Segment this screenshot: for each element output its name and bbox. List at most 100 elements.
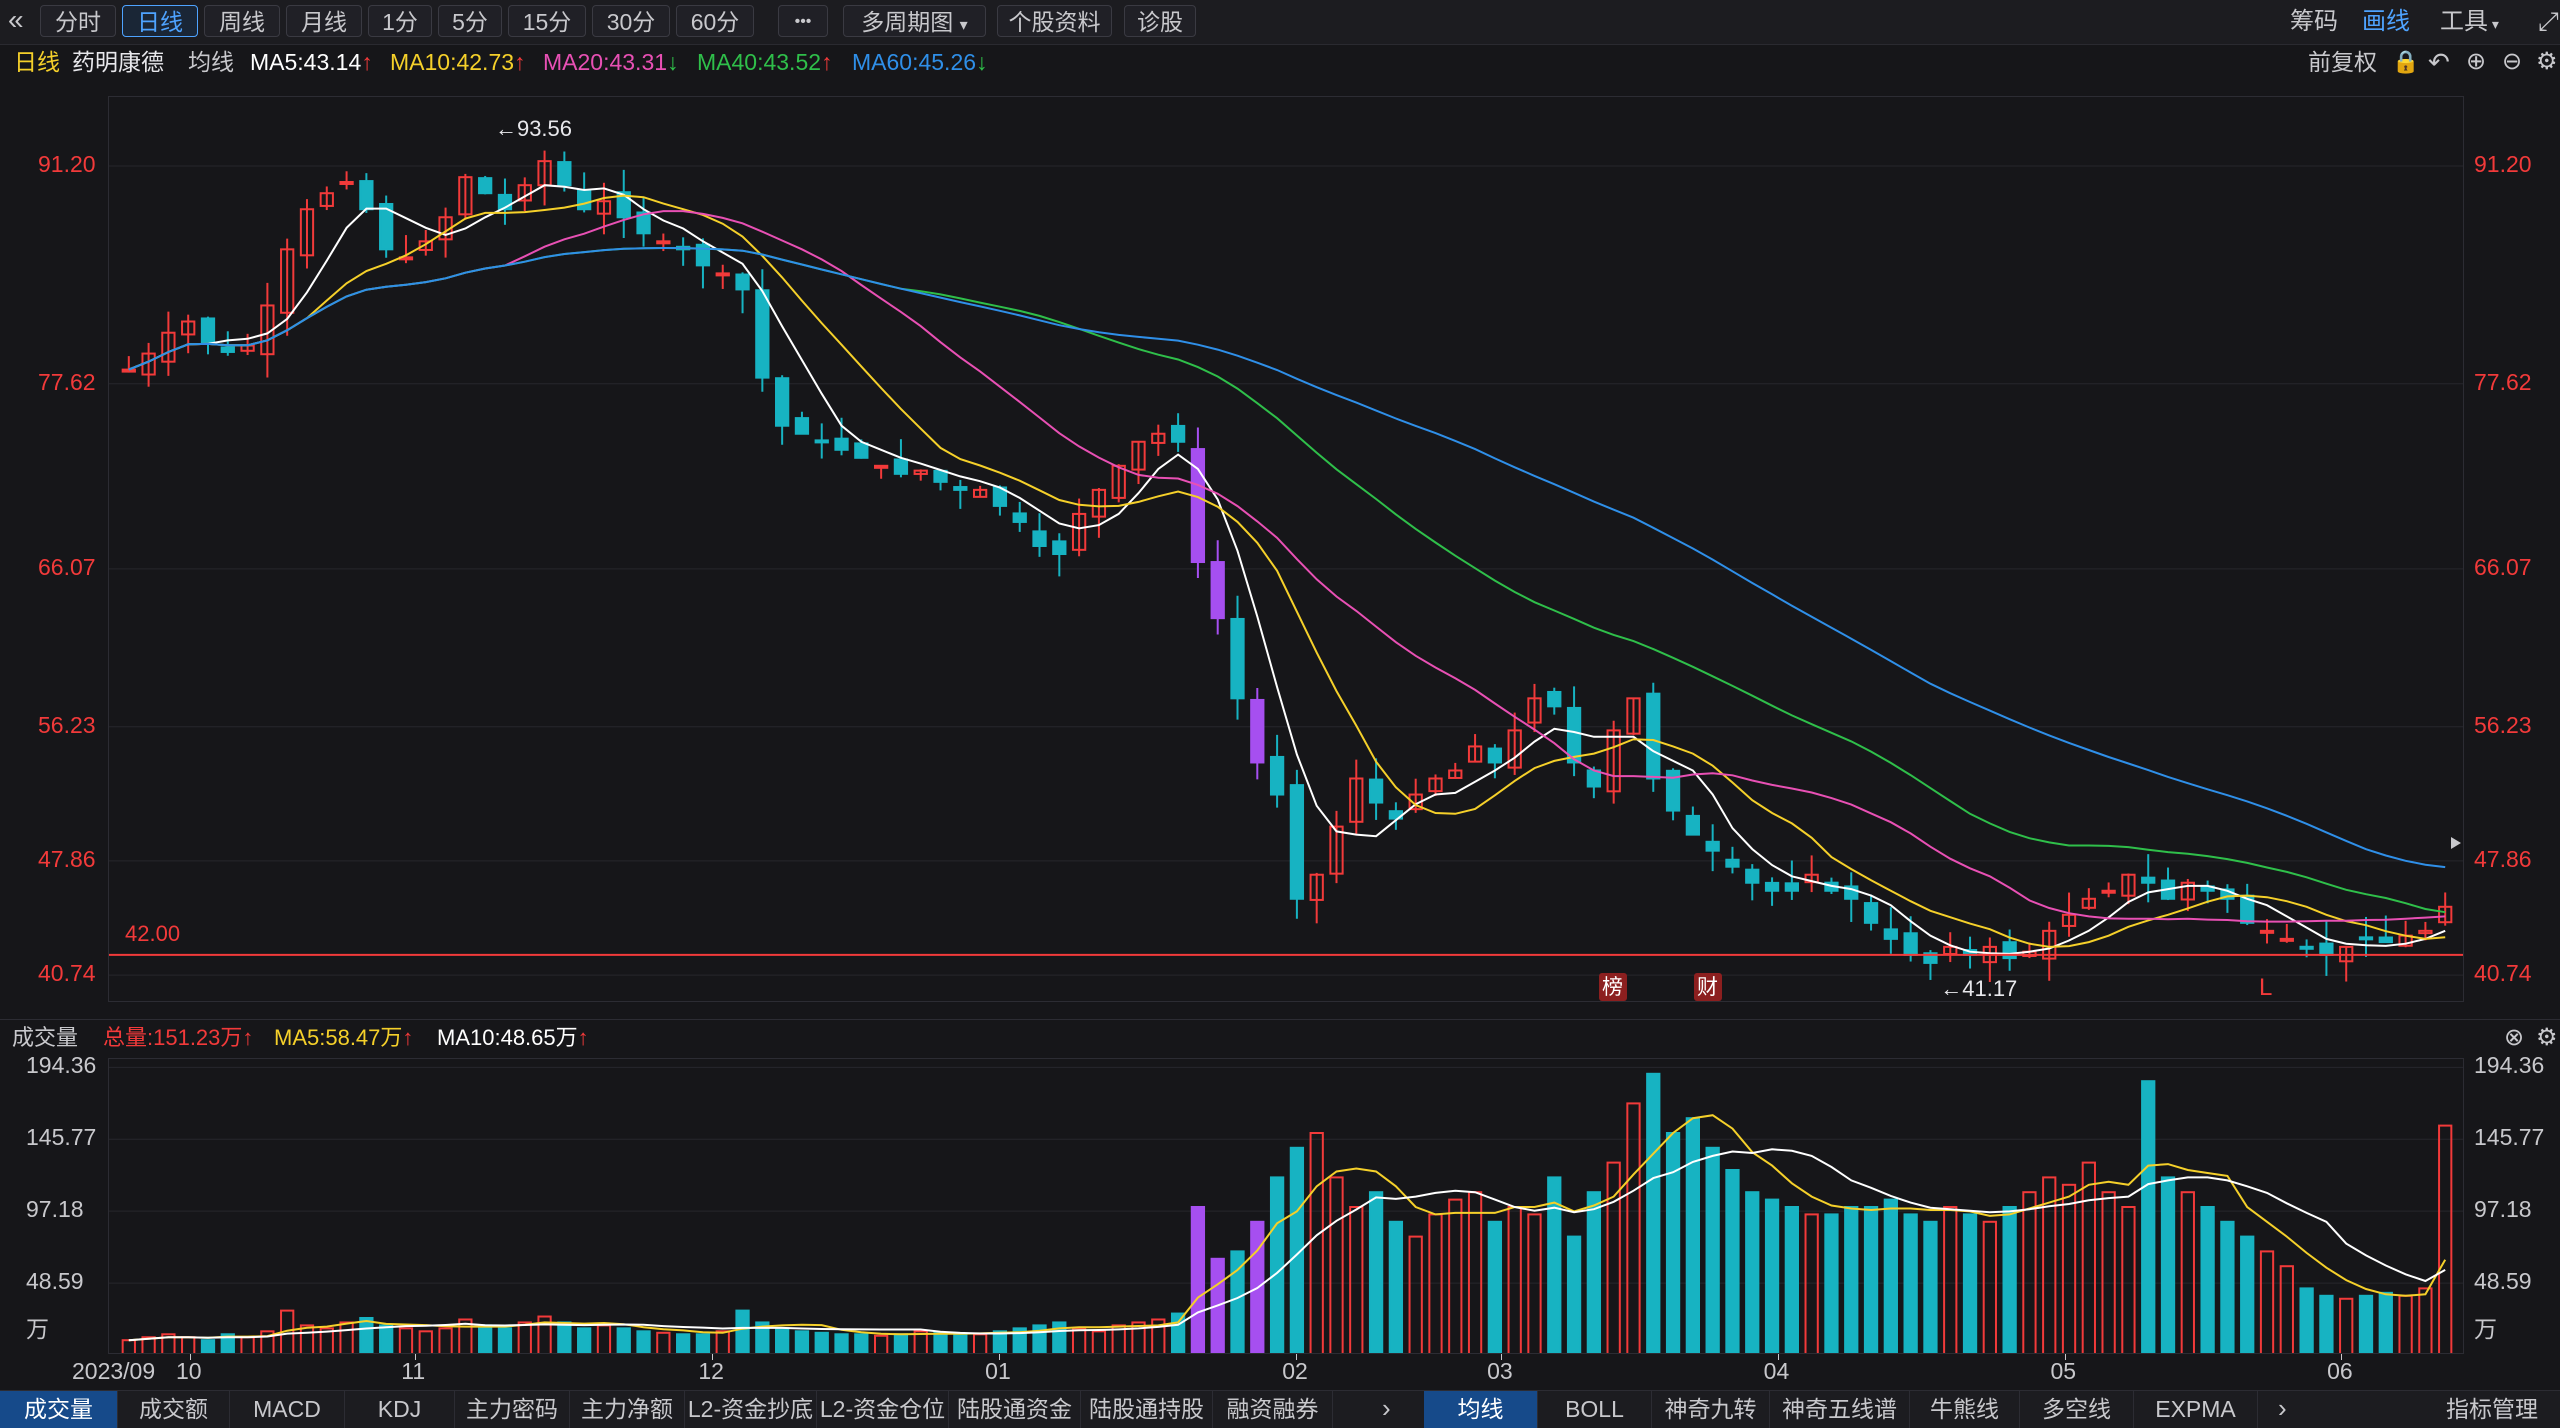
- event-badge[interactable]: [1694, 973, 1722, 1001]
- zoom-out-icon[interactable]: ⊖: [2502, 48, 2523, 75]
- chips-button[interactable]: 筹码: [2290, 8, 2338, 35]
- event-badge[interactable]: [1599, 973, 1627, 1001]
- expand-icon[interactable]: ⤢: [2538, 6, 2559, 36]
- lock-icon[interactable]: 🔒: [2392, 49, 2420, 74]
- undo-icon[interactable]: ↶: [2428, 47, 2450, 77]
- date-label: 10: [175, 1358, 202, 1384]
- indicator-tab-8[interactable]: 陆股通资金: [949, 1391, 1081, 1428]
- candle: [636, 211, 651, 235]
- overlay-tab-2[interactable]: 神奇九转: [1652, 1391, 1770, 1428]
- volume-chart[interactable]: [108, 1058, 2464, 1354]
- zoom-in-icon[interactable]: ⊕: [2466, 48, 2487, 75]
- period-tab-0[interactable]: 分时: [40, 5, 116, 37]
- volume-bar: [2339, 1297, 2354, 1353]
- indicator-tab-5[interactable]: 主力净额: [570, 1391, 685, 1428]
- candle: [1547, 690, 1562, 708]
- chevron-right-icon[interactable]: ›: [1382, 1393, 1391, 1423]
- indicator-tab-2[interactable]: MACD: [230, 1391, 345, 1428]
- volume-bar: [220, 1333, 235, 1353]
- overlay-tab-6[interactable]: EXPMA: [2134, 1391, 2258, 1428]
- volume-bar: [1091, 1330, 1107, 1353]
- volume-bar: [755, 1321, 770, 1353]
- candle: [1190, 448, 1206, 564]
- ma20-line: [128, 210, 2446, 923]
- date-tick: [189, 1354, 191, 1360]
- volume-bar: [1131, 1321, 1146, 1353]
- candlestick-chart[interactable]: 42.00 ←93.56 ←41.17 榜 财 L: [108, 96, 2464, 1002]
- diagnose-button[interactable]: 诊股: [1124, 5, 1196, 37]
- adjust-label[interactable]: 前复权: [2308, 49, 2377, 75]
- volume-bar: [1626, 1102, 1641, 1353]
- indicator-tab-6[interactable]: L2-资金抄底: [685, 1391, 817, 1428]
- candle: [2438, 905, 2453, 924]
- period-tab-4[interactable]: 1分: [368, 5, 432, 37]
- chevron-down-icon: ▾: [959, 17, 968, 34]
- candle: [1507, 729, 1522, 769]
- close-icon[interactable]: ⊗: [2504, 1024, 2525, 1051]
- period-tab-3[interactable]: 月线: [286, 5, 362, 37]
- candle: [913, 469, 928, 475]
- more-button[interactable]: •••: [778, 5, 828, 37]
- volume-bar: [992, 1330, 1008, 1353]
- candle: [1487, 747, 1503, 764]
- candle: [2141, 876, 2156, 884]
- indicator-tab-4[interactable]: 主力密码: [455, 1391, 570, 1428]
- volume-bar: [2180, 1191, 2195, 1353]
- volume-tick-right: 97.18: [2474, 1196, 2532, 1223]
- period-tab-8[interactable]: 60分: [676, 5, 754, 37]
- period-tab-1[interactable]: 日线: [122, 5, 198, 37]
- volume-tick-left: 97.18: [26, 1196, 84, 1223]
- date-label: 01: [985, 1358, 1011, 1384]
- volume-bar: [1705, 1146, 1720, 1353]
- volume-bar: [794, 1330, 810, 1353]
- period-tab-2[interactable]: 周线: [204, 5, 280, 37]
- draw-line-button[interactable]: 画线: [2362, 8, 2410, 35]
- candle: [616, 191, 631, 219]
- chevron-right-icon[interactable]: ›: [2278, 1393, 2287, 1423]
- multi-period-dropdown[interactable]: 多周期图 ▾: [843, 5, 986, 37]
- volume-bar: [2101, 1191, 2116, 1353]
- date-tick: [2341, 1354, 2343, 1360]
- indicator-tab-1[interactable]: 成交额: [118, 1391, 230, 1428]
- volume-tick-right: 万: [2474, 1316, 2497, 1342]
- stock-profile-button[interactable]: 个股资料: [997, 5, 1112, 37]
- ma-type-label[interactable]: 均线: [188, 49, 234, 75]
- gear-icon[interactable]: ⚙: [2536, 1024, 2558, 1051]
- candle: [854, 442, 869, 459]
- indicator-tab-10[interactable]: 融资融券: [1213, 1391, 1333, 1428]
- candle: [656, 240, 671, 245]
- period-tab-7[interactable]: 30分: [592, 5, 670, 37]
- overlay-tab-3[interactable]: 神奇五线谱: [1770, 1391, 1910, 1428]
- overlay-tab-4[interactable]: 牛熊线: [1910, 1391, 2020, 1428]
- candle: [2259, 929, 2275, 934]
- indicator-tab-3[interactable]: KDJ: [345, 1391, 455, 1428]
- candle: [1665, 769, 1681, 812]
- candle: [755, 289, 770, 379]
- period-tab-5[interactable]: 5分: [438, 5, 502, 37]
- candle: [557, 161, 572, 187]
- volume-bar: [953, 1333, 968, 1353]
- candle: [1269, 755, 1285, 796]
- collapse-icon[interactable]: «: [8, 4, 24, 35]
- overlay-tab-5[interactable]: 多空线: [2020, 1391, 2134, 1428]
- volume-tick-left: 万: [26, 1316, 49, 1342]
- candle: [1685, 814, 1701, 836]
- tools-menu[interactable]: 工具 ▾: [2440, 6, 2499, 38]
- overlay-tab-0[interactable]: 均线: [1424, 1391, 1538, 1428]
- indicator-tab-7[interactable]: L2-资金仓位: [817, 1391, 949, 1428]
- indicator-manage-button[interactable]: 指标管理: [2446, 1396, 2538, 1422]
- indicator-tab-0[interactable]: 成交量: [0, 1391, 118, 1428]
- candle: [1131, 440, 1146, 471]
- volume-bar: [1408, 1235, 1423, 1353]
- candle: [1230, 617, 1245, 700]
- overlay-tab-1[interactable]: BOLL: [1538, 1391, 1652, 1428]
- period-tab-6[interactable]: 15分: [508, 5, 586, 37]
- settings-icon[interactable]: ⚙: [2536, 48, 2558, 75]
- candle: [1467, 745, 1483, 763]
- candle: [1745, 868, 1760, 884]
- indicator-tab-9[interactable]: 陆股通持股: [1081, 1391, 1213, 1428]
- candle: [1052, 540, 1067, 556]
- ma40-value: MA40:43.52↑: [697, 49, 833, 75]
- candle: [695, 243, 711, 267]
- volume-bar: [319, 1327, 334, 1353]
